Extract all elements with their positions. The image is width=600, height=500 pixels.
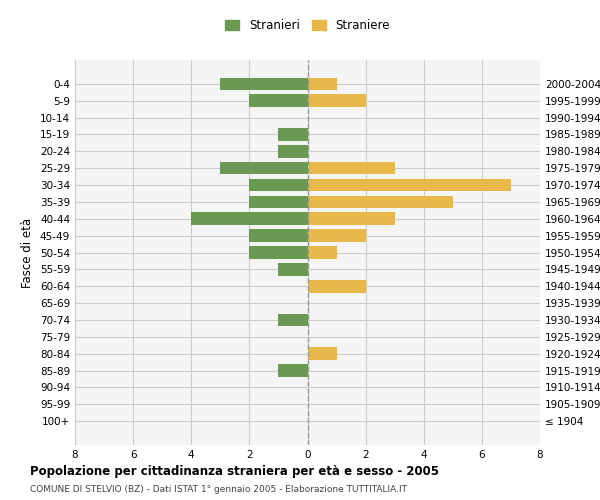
Bar xyxy=(250,230,308,242)
Bar xyxy=(278,263,308,276)
Bar xyxy=(250,94,308,107)
Bar xyxy=(278,145,308,158)
Bar xyxy=(308,162,395,174)
Bar xyxy=(250,246,308,259)
Y-axis label: Fasce di età: Fasce di età xyxy=(22,218,34,288)
Bar xyxy=(308,280,365,292)
Bar xyxy=(278,364,308,377)
Bar xyxy=(220,78,308,90)
Bar xyxy=(308,178,511,192)
Bar xyxy=(308,78,337,90)
Bar xyxy=(308,196,453,208)
Legend: Stranieri, Straniere: Stranieri, Straniere xyxy=(222,16,393,36)
Bar xyxy=(278,314,308,326)
Bar xyxy=(278,128,308,141)
Bar xyxy=(308,230,365,242)
Bar xyxy=(308,246,337,259)
Bar xyxy=(250,178,308,192)
Bar xyxy=(308,348,337,360)
Text: COMUNE DI STELVIO (BZ) - Dati ISTAT 1° gennaio 2005 - Elaborazione TUTTITALIA.IT: COMUNE DI STELVIO (BZ) - Dati ISTAT 1° g… xyxy=(30,485,407,494)
Bar xyxy=(250,196,308,208)
Text: Popolazione per cittadinanza straniera per età e sesso - 2005: Popolazione per cittadinanza straniera p… xyxy=(30,465,439,478)
Bar xyxy=(308,212,395,225)
Bar xyxy=(220,162,308,174)
Bar xyxy=(191,212,308,225)
Bar xyxy=(308,94,365,107)
